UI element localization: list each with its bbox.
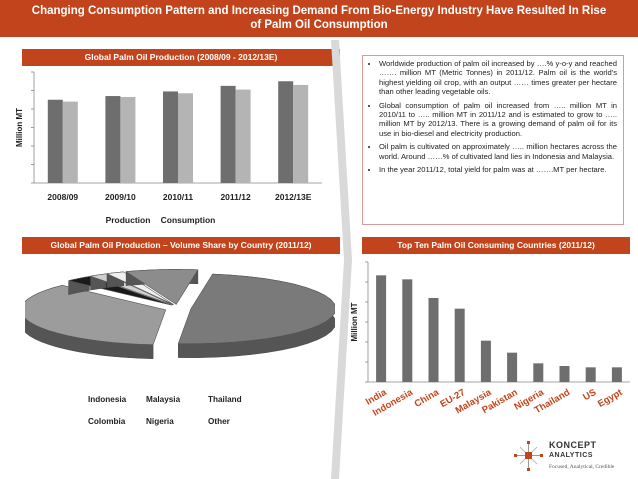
x-tick-label: 2011/12 [220,192,251,202]
pie-slice-malaysia [25,284,167,359]
bar-production [278,81,294,183]
y-axis-label: Million MT [15,108,24,147]
company-logo: KONCEPT ANALYTICS Focused, Analytical, C… [513,437,633,477]
bullet-item: Global consumption of palm oil increased… [379,101,617,139]
bar-production [163,91,178,183]
bar [376,275,387,382]
page-header: Changing Consumption Pattern and Increas… [0,0,638,37]
bullet-item: Worldwide production of palm oil increas… [379,59,617,97]
x-tick-label: China [413,387,442,410]
production-bar-chart: Million MT 2008/09 2009/10 2010/11 2011/12 20… [15,71,322,225]
pie-slice-other [125,269,199,305]
header-line-1: Changing Consumption Pattern and Increas… [31,5,607,17]
volume-share-pie-chart [25,269,335,359]
top-consumers-bar-chart: Million MTIndiaIndonesiaChinaEU-27Malays… [350,261,630,419]
x-tick-label: 2010/11 [163,192,194,202]
bar-production [220,85,236,183]
share-chart-title: Global Palm Oil Production – Volume Shar… [22,237,340,254]
pie-slice-nigeria [106,271,174,305]
logo-name: KONCEPT [549,440,597,450]
bar-consumption [293,84,309,183]
x-tick-label: 2009/10 [105,192,136,202]
logo-name-2: ANALYTICS [549,452,593,459]
y-axis-label: Million MT [350,302,359,341]
bar-consumption [62,101,78,183]
bar-consumption [235,89,251,183]
legend-label: Colombia [88,417,126,426]
x-tick-label: 2012/13E [275,192,312,202]
bar [507,352,518,382]
legend-label: Indonesia [88,395,127,404]
pie-slice-indonesia [177,273,335,358]
bullet-item: In the year 2011/12, total yield for pal… [379,165,617,174]
section-divider-arrow [331,40,352,479]
legend-label: Other [208,417,230,426]
bar [585,367,596,382]
legend-label: Nigeria [146,417,174,426]
legend-consumption: Consumption [161,215,216,225]
legend-production: Production [106,215,151,225]
bar [402,279,413,382]
logo-mark-icon [514,441,543,471]
header-line-2: of Palm Oil Consumption [250,19,388,31]
x-tick-label: Egypt [596,387,625,410]
bar-consumption [178,93,193,183]
x-tick-label: 2008/09 [47,192,78,202]
key-facts-box: Worldwide production of palm oil increas… [362,55,624,225]
bar [454,308,465,382]
bar-consumption [120,96,136,183]
bar [611,367,622,382]
bar [533,363,544,382]
bar-production [105,96,121,183]
bar [480,340,491,382]
bar-production [47,99,63,183]
logo-tagline: Focused, Analytical, Credible [549,464,615,470]
legend-label: Thailand [208,395,242,404]
legend-label: Malaysia [146,395,181,404]
bar [428,298,439,382]
bullet-item: Oil palm is cultivated on approximately … [379,142,617,161]
bar [559,366,570,382]
consumers-chart-title: Top Ten Palm Oil Consuming Countries (20… [362,237,630,254]
production-chart-title: Global Palm Oil Production (2008/09 - 20… [22,49,340,66]
